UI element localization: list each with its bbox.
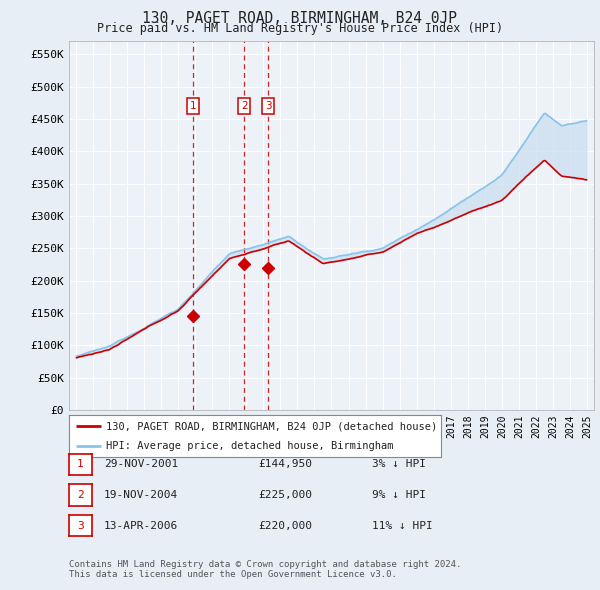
Text: 1: 1 [77,460,84,469]
Text: Contains HM Land Registry data © Crown copyright and database right 2024.
This d: Contains HM Land Registry data © Crown c… [69,560,461,579]
Text: Price paid vs. HM Land Registry's House Price Index (HPI): Price paid vs. HM Land Registry's House … [97,22,503,35]
Text: 3% ↓ HPI: 3% ↓ HPI [372,460,426,469]
Text: £144,950: £144,950 [258,460,312,469]
Text: HPI: Average price, detached house, Birmingham: HPI: Average price, detached house, Birm… [106,441,394,451]
Text: 11% ↓ HPI: 11% ↓ HPI [372,521,433,530]
Text: 1: 1 [190,101,196,111]
Text: 29-NOV-2001: 29-NOV-2001 [104,460,178,469]
Text: 9% ↓ HPI: 9% ↓ HPI [372,490,426,500]
Text: £225,000: £225,000 [258,490,312,500]
Text: 3: 3 [265,101,272,111]
Text: 130, PAGET ROAD, BIRMINGHAM, B24 0JP (detached house): 130, PAGET ROAD, BIRMINGHAM, B24 0JP (de… [106,421,437,431]
Text: 2: 2 [77,490,84,500]
Text: 3: 3 [77,521,84,530]
Text: £220,000: £220,000 [258,521,312,530]
Text: 19-NOV-2004: 19-NOV-2004 [104,490,178,500]
Text: 130, PAGET ROAD, BIRMINGHAM, B24 0JP: 130, PAGET ROAD, BIRMINGHAM, B24 0JP [143,11,458,25]
Text: 2: 2 [241,101,247,111]
Text: 13-APR-2006: 13-APR-2006 [104,521,178,530]
